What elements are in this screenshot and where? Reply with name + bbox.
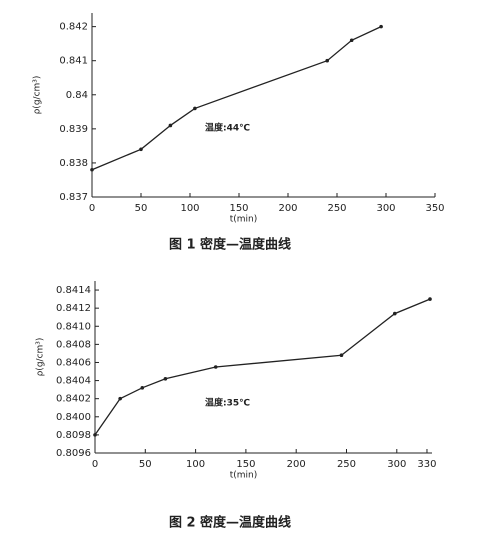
caption: 图 2 密度—温度曲线: [169, 515, 291, 531]
point: [392, 311, 397, 316]
annotation: 温度:35℃: [205, 397, 250, 409]
line: [91, 26, 382, 171]
y-tick-label: 0.8408: [56, 339, 91, 350]
point: [168, 123, 173, 128]
x-tick-label: 300: [387, 459, 406, 470]
point: [139, 147, 143, 152]
x-tick-label: 150: [236, 459, 255, 470]
point: [118, 396, 122, 401]
y-tick-label: 0.8410: [56, 321, 91, 332]
x-tick-label: 250: [337, 459, 356, 470]
x-axis-label: t(min): [230, 215, 258, 225]
y-tick-label: 0.8096: [56, 448, 91, 459]
line: [94, 298, 431, 436]
y-tick-label: 0.841: [59, 56, 88, 67]
x-tick-label: 200: [278, 203, 297, 214]
point: [140, 386, 145, 390]
point: [193, 106, 197, 111]
x-tick-label: 250: [327, 203, 346, 214]
point: [213, 365, 218, 369]
y-tick-label: 0.839: [59, 124, 88, 135]
point: [428, 297, 432, 301]
y-tick-label: 0.84: [66, 90, 88, 101]
x-tick-label: 330: [417, 459, 436, 470]
y-tick-label: 0.8402: [56, 394, 91, 405]
x-tick-label: 0: [89, 203, 95, 214]
x-tick-label: 50: [135, 203, 148, 214]
point: [325, 58, 330, 63]
y-axis-label: ρ(g/cm³): [36, 338, 46, 377]
point: [339, 353, 344, 358]
x-axis-label: t(min): [230, 471, 258, 481]
point: [379, 24, 383, 29]
point: [93, 433, 97, 437]
y-tick-label: 0.8098: [56, 430, 91, 441]
point: [349, 38, 354, 43]
y-tick-label: 0.8414: [56, 285, 91, 296]
x-tick-label: 200: [287, 459, 306, 470]
x-tick-label: 300: [376, 203, 395, 214]
x-tick-label: 350: [425, 203, 444, 214]
y-tick-label: 0.837: [59, 192, 88, 203]
y-tick-label: 0.842: [59, 22, 88, 33]
annotation: 温度:44℃: [205, 122, 250, 134]
y-axis-label: ρ(g/cm³): [33, 76, 43, 115]
caption: 图 1 密度—温度曲线: [169, 237, 291, 253]
y-tick-label: 0.8412: [56, 303, 91, 314]
point: [90, 167, 94, 172]
x-tick-label: 0: [92, 459, 98, 470]
x-tick-label: 150: [229, 203, 248, 214]
x-tick-label: 100: [180, 203, 199, 214]
y-tick-label: 0.8400: [56, 412, 91, 423]
x-tick-label: 50: [139, 459, 152, 470]
x-tick-label: 100: [186, 459, 205, 470]
point: [163, 376, 168, 381]
y-tick-label: 0.8404: [56, 376, 91, 387]
y-tick-label: 0.838: [59, 158, 88, 169]
y-tick-label: 0.8406: [56, 357, 91, 368]
